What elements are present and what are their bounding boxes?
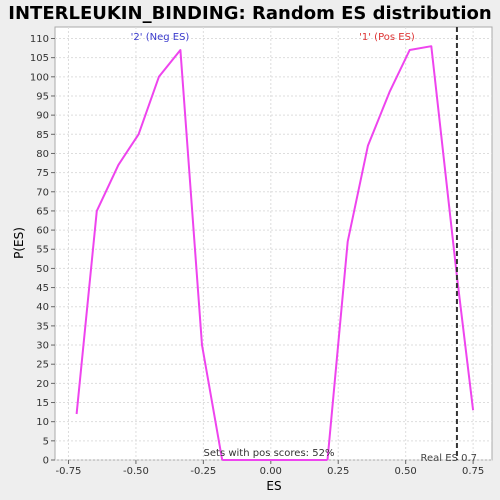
y-axis-ticks: 0 5 10 15 20 25 30 35 40 45 50 55 60 65 70 75 80 85 90 95 10… xyxy=(30,34,55,467)
x-tick-label: 0.75 xyxy=(462,466,484,477)
real-es-label: Real ES 0.7 xyxy=(421,453,477,464)
y-tick-label: 15 xyxy=(36,398,49,409)
x-tick-label: -0.50 xyxy=(123,466,149,477)
y-tick-label: 35 xyxy=(36,321,49,332)
y-tick-label: 45 xyxy=(36,283,49,294)
y-tick-label: 60 xyxy=(36,226,49,237)
y-tick-label: 25 xyxy=(36,360,49,371)
y-tick-label: 10 xyxy=(36,417,49,428)
y-tick-label: 30 xyxy=(36,341,49,352)
y-tick-label: 95 xyxy=(36,91,49,102)
y-tick-label: 70 xyxy=(36,187,49,198)
y-tick-label: 85 xyxy=(36,130,49,141)
pos-scores-annotation: Sets with pos scores: 52% xyxy=(204,448,335,459)
series-lines xyxy=(75,45,475,461)
x-tick-label: 0.00 xyxy=(260,466,282,477)
x-tick-label: -0.75 xyxy=(56,466,82,477)
x-tick-label: 0.25 xyxy=(327,466,349,477)
y-tick-label: 100 xyxy=(30,72,49,83)
y-tick-label: 65 xyxy=(36,206,49,217)
plot-area xyxy=(54,26,493,461)
y-tick-label: 90 xyxy=(36,111,49,122)
y-tick-label: 110 xyxy=(30,34,49,45)
y-tick-label: 40 xyxy=(36,302,49,313)
y-tick-label: 0 xyxy=(43,456,49,467)
x-axis-label: ES xyxy=(266,479,281,493)
neg-es-series-line xyxy=(75,49,224,461)
y-tick-label: 5 xyxy=(43,436,49,447)
y-tick-label: 105 xyxy=(30,53,49,64)
x-tick-label: -0.25 xyxy=(190,466,216,477)
x-tick-label: 0.50 xyxy=(395,466,417,477)
grid-lines xyxy=(55,27,492,461)
chart-title: INTERLEUKIN_BINDING: Random ES distribut… xyxy=(8,3,491,24)
neg-es-label: '2' (Neg ES) xyxy=(131,32,190,43)
y-tick-label: 75 xyxy=(36,168,49,179)
y-tick-label: 20 xyxy=(36,379,49,390)
y-axis-label: P(ES) xyxy=(12,227,26,259)
pos-es-label: '1' (Pos ES) xyxy=(359,32,415,43)
y-tick-label: 55 xyxy=(36,245,49,256)
y-tick-label: 50 xyxy=(36,264,49,275)
pos-es-series-line xyxy=(326,45,475,461)
y-tick-label: 80 xyxy=(36,149,49,160)
